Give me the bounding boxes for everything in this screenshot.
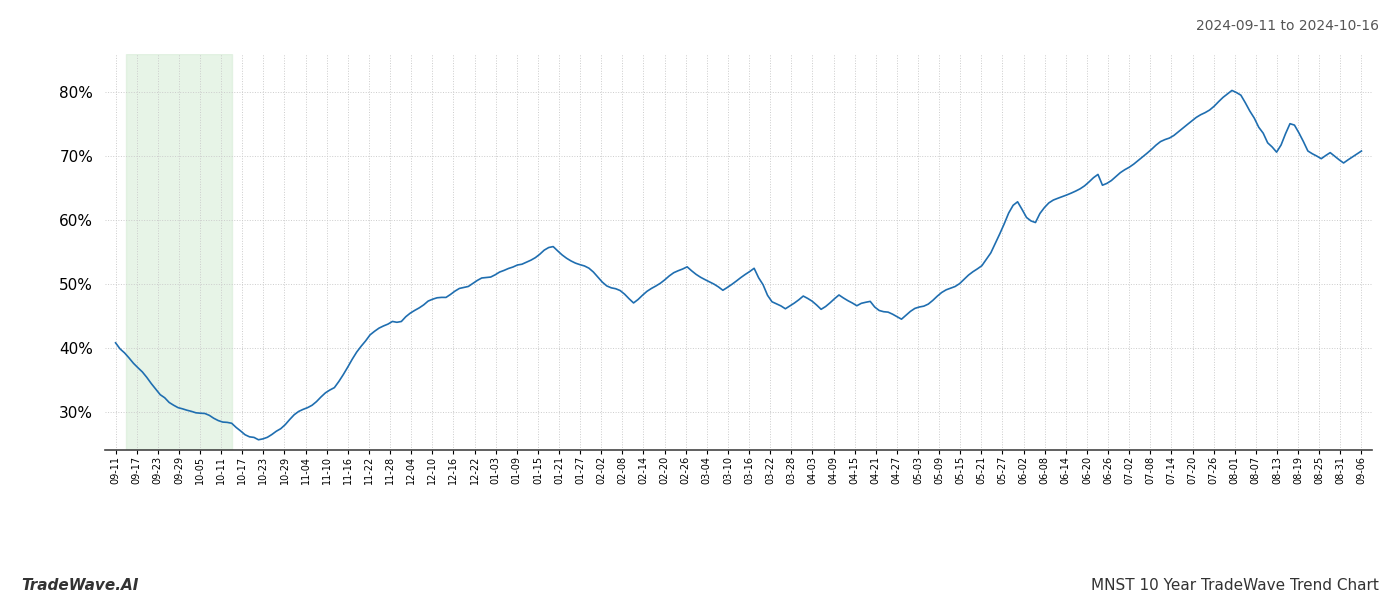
Text: TradeWave.AI: TradeWave.AI xyxy=(21,578,139,593)
Bar xyxy=(126,54,232,450)
Text: 2024-09-11 to 2024-10-16: 2024-09-11 to 2024-10-16 xyxy=(1196,19,1379,33)
Text: MNST 10 Year TradeWave Trend Chart: MNST 10 Year TradeWave Trend Chart xyxy=(1091,578,1379,593)
